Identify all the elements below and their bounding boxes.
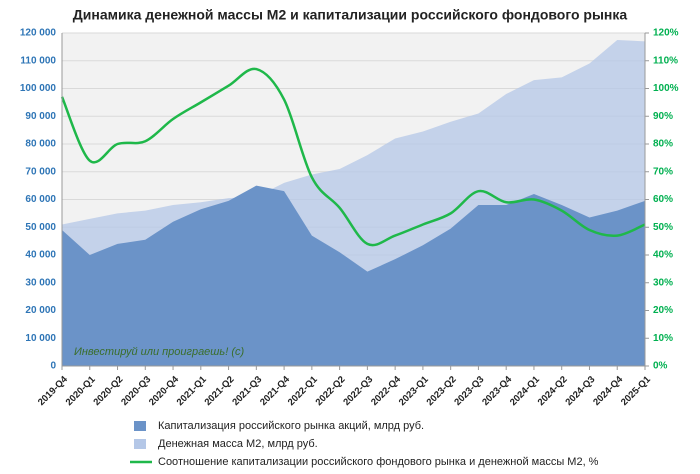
legend-swatch: [134, 439, 146, 449]
y-tick-label: 110 000: [20, 55, 56, 66]
y-tick-label: 40 000: [25, 250, 56, 261]
y2-tick-label: 20%: [653, 305, 673, 316]
y2-tick-label: 40%: [653, 250, 673, 261]
y2-tick-label: 110%: [653, 55, 678, 66]
y-tick-label: 0: [50, 361, 56, 372]
x-tick-label: 2021-Q3: [230, 374, 264, 408]
y-tick-label: 60 000: [25, 194, 56, 205]
y-tick-label: 90 000: [25, 111, 56, 122]
y-tick-label: 30 000: [25, 277, 56, 288]
x-tick-label: 2024-Q2: [536, 374, 570, 408]
y-tick-label: 20 000: [25, 305, 56, 316]
y-tick-label: 50 000: [25, 222, 56, 233]
annotation: Инвестируй или проиграешь! (с): [74, 346, 244, 358]
legend-label: Соотношение капитализации российского фо…: [158, 456, 599, 468]
y2-tick-label: 90%: [653, 111, 673, 122]
y-tick-label: 10 000: [25, 333, 56, 344]
y2-tick-label: 80%: [653, 139, 673, 150]
y2-tick-label: 60%: [653, 194, 673, 205]
chart-title: Динамика денежной массы М2 и капитализац…: [73, 7, 628, 23]
legend-label: Денежная масса М2, млрд руб.: [158, 438, 318, 450]
y2-tick-label: 70%: [653, 166, 673, 177]
x-tick-label: 2023-Q3: [452, 374, 486, 408]
legend-swatch: [134, 421, 146, 431]
legend-label: Капитализация российского рынка акций, м…: [158, 420, 424, 432]
y2-tick-label: 100%: [653, 83, 679, 94]
x-tick-label: 2020-Q3: [119, 374, 153, 408]
x-tick-label: 2023-Q2: [425, 374, 459, 408]
y2-tick-label: 30%: [653, 277, 673, 288]
area: [62, 185, 645, 366]
y2-tick-label: 0%: [653, 361, 668, 372]
y-tick-label: 70 000: [25, 166, 56, 177]
x-tick-label: 2022-Q2: [314, 374, 348, 408]
x-tick-label: 2024-Q3: [563, 374, 597, 408]
line: [60, 67, 646, 247]
y-tick-label: 80 000: [25, 139, 56, 150]
x-tick-label: 2022-Q3: [341, 374, 375, 408]
y2-tick-label: 120%: [653, 28, 679, 39]
x-tick-label: 2020-Q2: [91, 374, 125, 408]
y2-tick-label: 50%: [653, 222, 673, 233]
y-tick-label: 120 000: [20, 28, 57, 39]
y-tick-label: 100 000: [20, 83, 57, 94]
x-tick-label: 2025-Q1: [619, 374, 653, 408]
x-tick-label: 2021-Q2: [203, 374, 237, 408]
y2-tick-label: 10%: [653, 333, 673, 344]
